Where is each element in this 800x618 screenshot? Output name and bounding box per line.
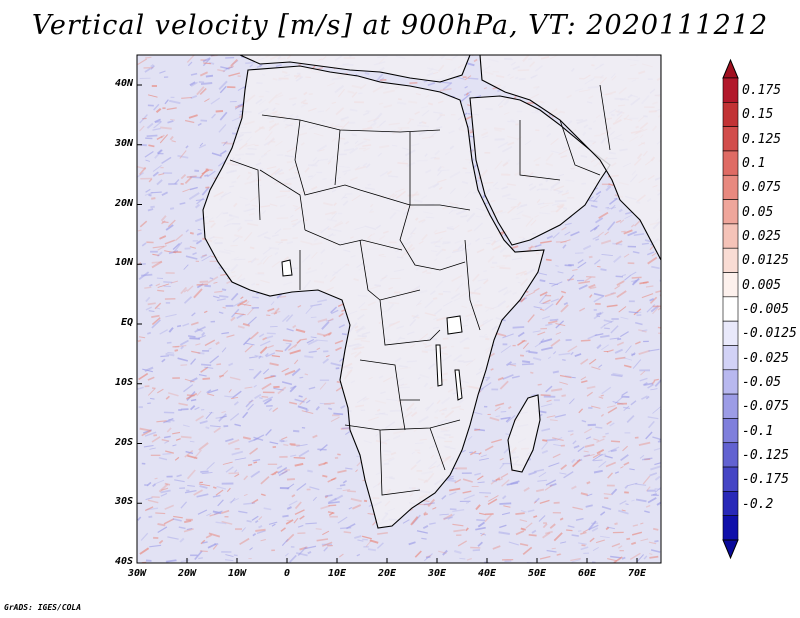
colorbar-label: -0.1 (742, 423, 774, 439)
africa-landmass (202, 65, 545, 529)
colorbar-label: -0.175 (742, 472, 789, 488)
colorbar-label: -0.2 (742, 496, 774, 512)
lat-label: 30S (114, 496, 133, 508)
colorbar-label: -0.0125 (742, 326, 797, 342)
lon-label: 60E (577, 568, 597, 579)
colorbar-label: 0.15 (742, 107, 774, 123)
colorbar-label: -0.125 (742, 447, 789, 463)
lon-label: 70E (627, 568, 647, 579)
colorbar-bottom-arrow (722, 539, 739, 560)
country-borders (229, 84, 611, 496)
colorbar-swatch (722, 272, 739, 298)
lon-label: 40E (477, 568, 497, 579)
colorbar-swatch (722, 345, 739, 371)
axis-ticks (136, 84, 638, 564)
colorbar-label: -0.005 (742, 302, 789, 317)
lon-label: 10W (227, 568, 247, 579)
lon-label: 10E (327, 568, 347, 579)
lat-label: 40N (114, 78, 133, 89)
lon-label: 20E (377, 568, 397, 579)
inland-lakes (281, 259, 463, 401)
colorbar-swatch (722, 466, 739, 492)
lat-label: 10N (114, 257, 133, 269)
lon-label: 30W (127, 568, 147, 579)
colorbar-swatch (722, 515, 739, 541)
arabia-landmass (469, 95, 611, 246)
grads-credit: GrADS: IGES/COLA (4, 603, 82, 612)
colorbar-swatch (722, 369, 739, 395)
colorbar-label: 0.0125 (742, 253, 789, 269)
colorbar-swatch (722, 150, 739, 176)
lon-label: 30E (427, 568, 447, 579)
colorbar-swatch (722, 442, 739, 468)
colorbar-label: -0.05 (742, 374, 782, 390)
colorbar-swatch (722, 393, 739, 419)
colorbar-swatch (722, 174, 739, 200)
colorbar-label: 0.025 (742, 229, 782, 245)
colorbar-label: 0.075 (742, 180, 782, 196)
lon-label: 20W (177, 568, 197, 579)
colorbar-label: 0.125 (742, 131, 782, 147)
colorbar-swatch (722, 102, 739, 127)
lat-label: EQ (120, 317, 133, 328)
asia-landmass (479, 55, 661, 261)
lat-label: 20S (114, 436, 133, 448)
colorbar-swatch (722, 126, 739, 152)
map-title: Vertical velocity [m/s] at 900hPa, VT: 2… (31, 10, 769, 41)
colorbar-top-arrow (722, 58, 739, 79)
colorbar-label: -0.075 (742, 399, 789, 415)
colorbar-swatch (722, 320, 739, 346)
colorbar-swatch (722, 247, 739, 273)
lon-label: 0 (283, 568, 291, 579)
colorbar-swatch (722, 77, 739, 103)
madagascar-landmass (507, 394, 541, 473)
colorbar-swatch (722, 223, 739, 249)
colorbar-swatch (722, 491, 739, 516)
colorbar-label: 0.1 (742, 156, 766, 172)
colorbar-swatch (722, 418, 739, 444)
lat-label: 30N (114, 137, 133, 149)
colorbar-label: 0.175 (742, 83, 782, 99)
lon-label: 50E (527, 568, 547, 579)
lat-label: 10S (114, 376, 133, 388)
colorbar-label: 0.005 (742, 277, 782, 293)
plot-frame (136, 54, 662, 564)
lat-label: 40S (114, 556, 133, 567)
lat-label: 20N (114, 197, 133, 209)
colorbar-label: -0.025 (742, 350, 789, 366)
colorbar-swatch (722, 296, 739, 322)
colorbar-label: 0.05 (742, 204, 774, 220)
colorbar-swatch (722, 199, 739, 225)
europe-landmass (239, 55, 471, 83)
